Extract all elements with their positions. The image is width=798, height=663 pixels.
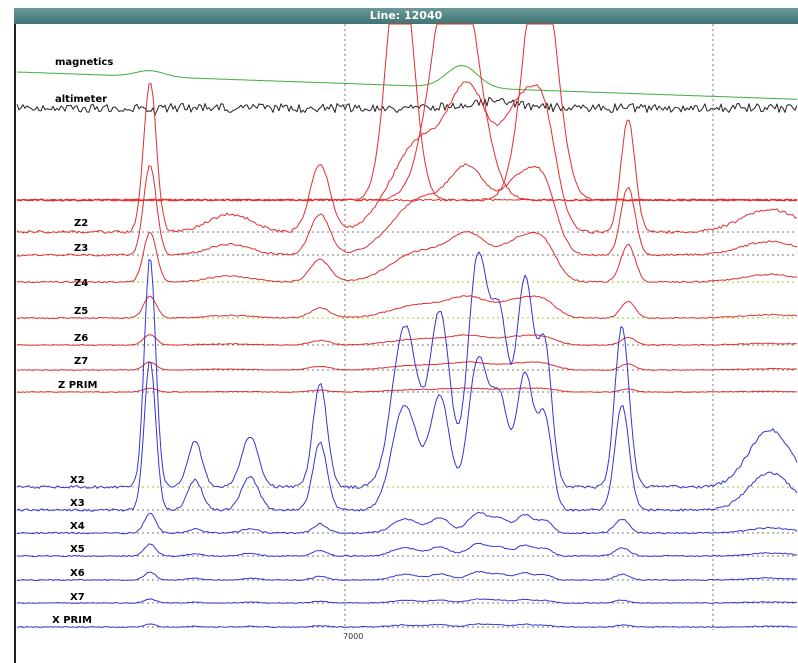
x7-trace (16, 598, 798, 604)
z5-label: Z5 (74, 306, 88, 317)
z-envelope-trace-3 (16, 23, 798, 202)
window-title: Line: 12040 (14, 8, 798, 24)
x5-label: X5 (70, 544, 85, 555)
magnetics-label: magnetics (55, 57, 113, 68)
z3-label: Z3 (74, 243, 88, 254)
x4-label: X4 (70, 521, 85, 532)
x-prim-label: X PRIM (52, 615, 92, 626)
z6-label: Z6 (74, 333, 88, 344)
altimeter-label: altimeter (55, 94, 107, 105)
x2-label: X2 (70, 475, 85, 486)
x4-trace (17, 511, 798, 535)
z2-label: Z2 (74, 218, 88, 229)
x3-label: X3 (70, 498, 85, 509)
x-prim-trace (16, 623, 798, 628)
x6-label: X6 (70, 568, 85, 579)
z-prim-trace (16, 387, 798, 393)
z4-label: Z4 (74, 278, 88, 289)
x3-trace (16, 355, 798, 512)
x5-trace (16, 542, 798, 558)
z-envelope-trace-1 (16, 23, 798, 202)
z3-trace (17, 163, 798, 257)
z7-label: Z7 (74, 356, 88, 367)
plot-frame-left (14, 24, 16, 663)
z4-trace (16, 231, 798, 284)
z-prim-label: Z PRIM (58, 380, 97, 391)
z6-trace (17, 334, 798, 346)
x6-trace (16, 571, 798, 581)
altimeter-trace (16, 97, 798, 116)
x-tick-label: 7000 (343, 632, 363, 641)
x2-trace (16, 251, 798, 489)
z7-trace (16, 361, 798, 371)
series-labels: magnetics altimeter Z2 Z3 Z4 Z5 Z6 Z7 Z PRIM X2 X3… (52, 57, 113, 626)
z5-trace (17, 295, 798, 320)
z-envelope-trace-2 (16, 23, 798, 202)
z2-trace (16, 81, 798, 234)
magnetics-trace (16, 65, 798, 100)
x7-label: X7 (70, 592, 85, 603)
traces (16, 23, 798, 628)
